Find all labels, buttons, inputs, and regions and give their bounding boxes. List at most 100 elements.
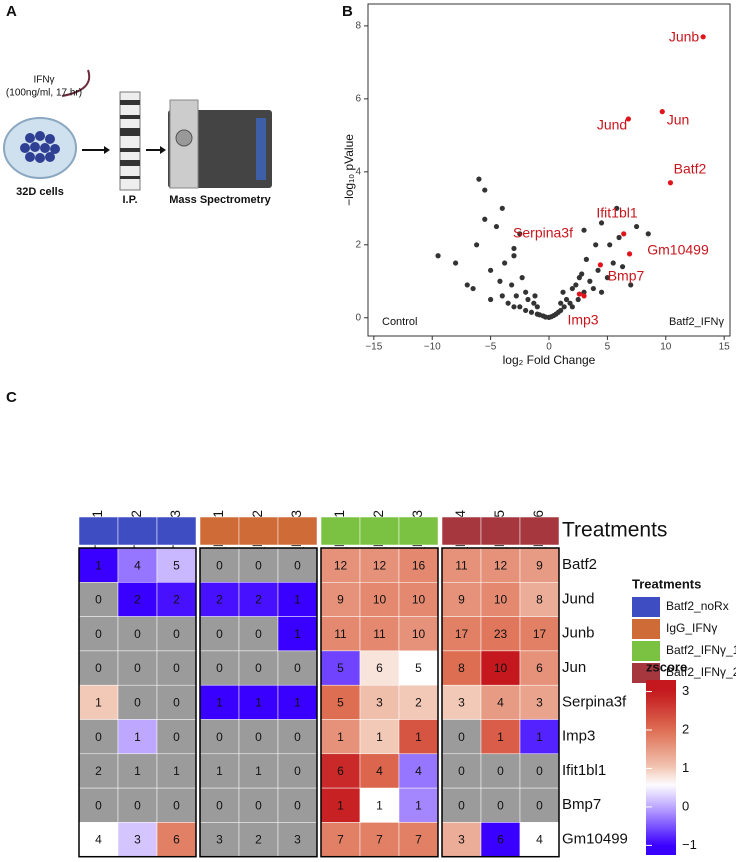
row-label: Bmp7 <box>562 796 601 813</box>
heatmap-cell <box>519 684 560 720</box>
legend-swatch <box>632 597 660 617</box>
heatmap-cell <box>441 753 482 789</box>
heatmap-cell <box>156 753 197 789</box>
point <box>513 293 519 299</box>
arrow <box>61 69 91 97</box>
cell-value: 0 <box>173 798 180 812</box>
cell-value: 0 <box>173 696 180 710</box>
cell-value: 4 <box>376 764 383 778</box>
heatmap-cell <box>519 822 560 857</box>
point <box>619 264 626 270</box>
point <box>628 282 634 288</box>
heatmap-cell <box>117 822 158 857</box>
heatmap-cell <box>359 684 400 720</box>
cell-value: 2 <box>216 593 223 607</box>
cell-value: 4 <box>95 833 102 847</box>
y-tick-label: 4 <box>355 166 361 177</box>
point-label: Bmp7 <box>608 268 645 284</box>
treatment-cell <box>78 516 119 546</box>
heatmap-cell <box>156 822 197 857</box>
heatmap-cell <box>519 753 560 789</box>
annotation: Batf2_IFNγ <box>669 316 725 328</box>
heatmap-cell <box>238 822 279 857</box>
cell-value: 4 <box>134 558 141 572</box>
cell-value: 0 <box>134 661 141 675</box>
colorbar-tick-label: 0 <box>682 798 689 813</box>
cell-value: 0 <box>294 730 301 744</box>
cell-value: 1 <box>337 730 344 744</box>
heatmap-cell <box>117 650 158 686</box>
x-tick-label: −15 <box>365 342 382 353</box>
heatmap-cell <box>117 547 158 583</box>
colorbar-tick-label: 1 <box>682 760 689 775</box>
treatment-cell <box>199 516 240 546</box>
mass-spec-inlet <box>169 99 199 189</box>
point <box>497 278 503 284</box>
heatmap-cell <box>78 616 119 652</box>
point <box>509 282 515 288</box>
cell-value: 7 <box>376 833 383 847</box>
heatmap-cell <box>359 753 400 789</box>
cell-value: 0 <box>294 661 301 675</box>
cell-value: 10 <box>373 593 387 607</box>
group-box <box>320 547 439 858</box>
legend-label: IgG_IFNγ <box>666 621 717 635</box>
cell-value: 0 <box>294 798 301 812</box>
heatmap-cell <box>398 616 439 652</box>
point <box>474 242 480 248</box>
x-tick-label: 10 <box>660 342 672 353</box>
heatmap-cell <box>277 787 318 823</box>
step-label: 32D cells <box>16 186 64 198</box>
point <box>517 231 523 237</box>
heatmap-cell <box>480 582 521 617</box>
group-box <box>441 547 560 858</box>
point-label: Ifit1bl1 <box>596 205 637 221</box>
heatmap-cell <box>480 719 521 755</box>
treatment: IFNγ <box>33 75 54 86</box>
point <box>659 109 665 115</box>
point <box>576 275 582 281</box>
cell-value: 1 <box>536 730 543 744</box>
heatmap-cell <box>480 650 521 686</box>
cell-value: 12 <box>373 558 387 572</box>
cell-value: 2 <box>255 593 262 607</box>
panel-label: A <box>6 3 17 20</box>
point <box>525 296 531 303</box>
point-label: Jund <box>597 117 627 133</box>
y-tick-label: 0 <box>355 312 361 323</box>
point <box>581 293 587 299</box>
heatmap-cell <box>277 547 318 583</box>
point <box>470 285 476 292</box>
point-label: Gm10499 <box>647 242 709 258</box>
heatmap-cell <box>199 650 240 686</box>
cell-value: 1 <box>95 696 102 710</box>
point <box>523 289 529 295</box>
annotation-label: Treatments <box>562 519 667 542</box>
heatmap-cell <box>277 719 318 755</box>
point <box>482 216 488 222</box>
cell-value: 0 <box>216 627 223 641</box>
heatmap-cell <box>320 582 361 617</box>
group-box <box>199 547 318 858</box>
point <box>607 242 613 248</box>
cell-value: 0 <box>458 764 465 778</box>
cell-value: 0 <box>458 730 465 744</box>
cell-value: 1 <box>294 627 301 641</box>
cell-value: 12 <box>334 558 348 572</box>
heatmap-cell <box>277 616 318 652</box>
heatmap-cell <box>117 582 158 617</box>
cell-value: 7 <box>337 833 344 847</box>
mass-spec-part <box>175 129 193 147</box>
point <box>610 260 616 266</box>
cell-value: 1 <box>95 558 102 572</box>
cell-value: 1 <box>376 730 383 744</box>
point <box>561 304 567 310</box>
heatmap-cell <box>156 719 197 755</box>
cell-value: 0 <box>134 696 141 710</box>
cell-value: 3 <box>216 833 223 847</box>
colorbar-title: zscore <box>646 659 687 674</box>
heatmap-cell <box>156 650 197 686</box>
cell-value: 0 <box>255 661 262 675</box>
heatmap-cell <box>519 719 560 755</box>
point-label: Serpina3f <box>513 225 573 241</box>
